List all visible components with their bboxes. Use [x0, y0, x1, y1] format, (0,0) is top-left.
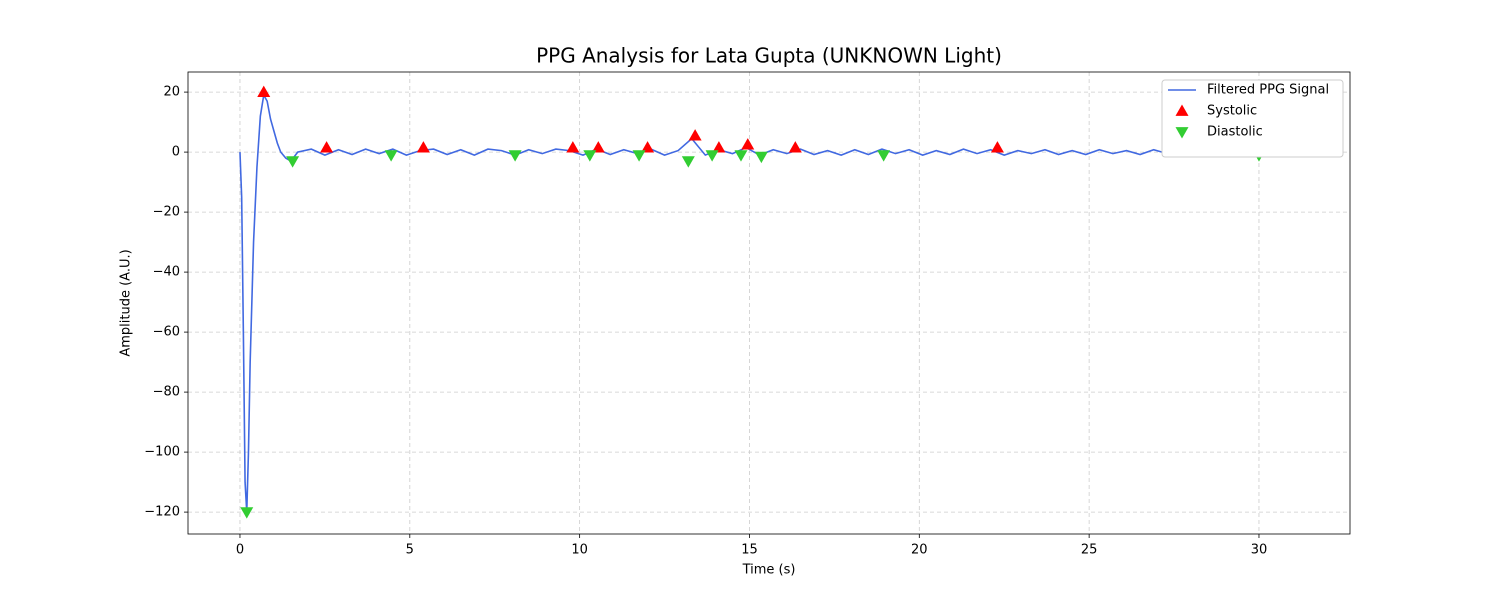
- peak-marker: [788, 141, 802, 153]
- peak-marker: [384, 150, 398, 162]
- legend-label: Diastolic: [1207, 125, 1263, 140]
- peak-marker: [688, 129, 702, 141]
- x-tick-label: 0: [236, 543, 244, 558]
- x-axis-label: Time (s): [742, 563, 796, 578]
- y-tick-label: −100: [144, 445, 180, 460]
- peak-marker: [257, 85, 271, 97]
- y-tick-label: −60: [153, 325, 180, 340]
- peak-marker: [877, 150, 891, 162]
- legend-box: [1161, 79, 1344, 158]
- x-tick-label: 10: [571, 543, 588, 558]
- y-tick-label: 0: [172, 145, 180, 160]
- peak-marker: [566, 141, 580, 153]
- peak-marker: [734, 150, 748, 162]
- signal-line: [239, 92, 1297, 513]
- y-tick-label: −40: [153, 265, 180, 280]
- legend-swatch: [1175, 127, 1189, 139]
- peak-marker: [705, 150, 719, 162]
- x-tick-label: 5: [406, 543, 414, 558]
- y-tick-label: −20: [153, 205, 180, 220]
- peak-marker: [286, 156, 300, 168]
- y-tick-label: 20: [163, 85, 180, 100]
- x-tick-label: 25: [1081, 543, 1098, 558]
- x-tick-label: 15: [741, 543, 758, 558]
- peak-marker: [681, 156, 695, 168]
- peak-marker: [990, 141, 1004, 153]
- chart-title: PPG Analysis for Lata Gupta (UNKNOWN Lig…: [536, 44, 1002, 68]
- peak-marker: [416, 141, 430, 153]
- peak-marker: [508, 150, 522, 162]
- peak-marker: [741, 138, 755, 150]
- x-tick-label: 20: [911, 543, 928, 558]
- peak-marker: [591, 141, 605, 153]
- y-tick-label: −120: [144, 505, 180, 520]
- peak-marker: [712, 141, 726, 153]
- peak-marker: [320, 141, 334, 153]
- legend-label: Systolic: [1207, 104, 1257, 119]
- plot-frame: [187, 71, 1351, 535]
- peak-marker: [754, 151, 768, 164]
- peak-marker: [632, 150, 646, 162]
- peak-marker: [583, 150, 597, 162]
- legend-label: Filtered PPG Signal: [1207, 83, 1329, 98]
- peak-marker: [240, 507, 254, 519]
- legend-swatch: [1175, 104, 1189, 116]
- y-tick-label: −80: [153, 385, 180, 400]
- y-axis-label: Amplitude (A.U.): [119, 249, 134, 356]
- peak-marker: [641, 141, 655, 153]
- x-tick-label: 30: [1251, 543, 1268, 558]
